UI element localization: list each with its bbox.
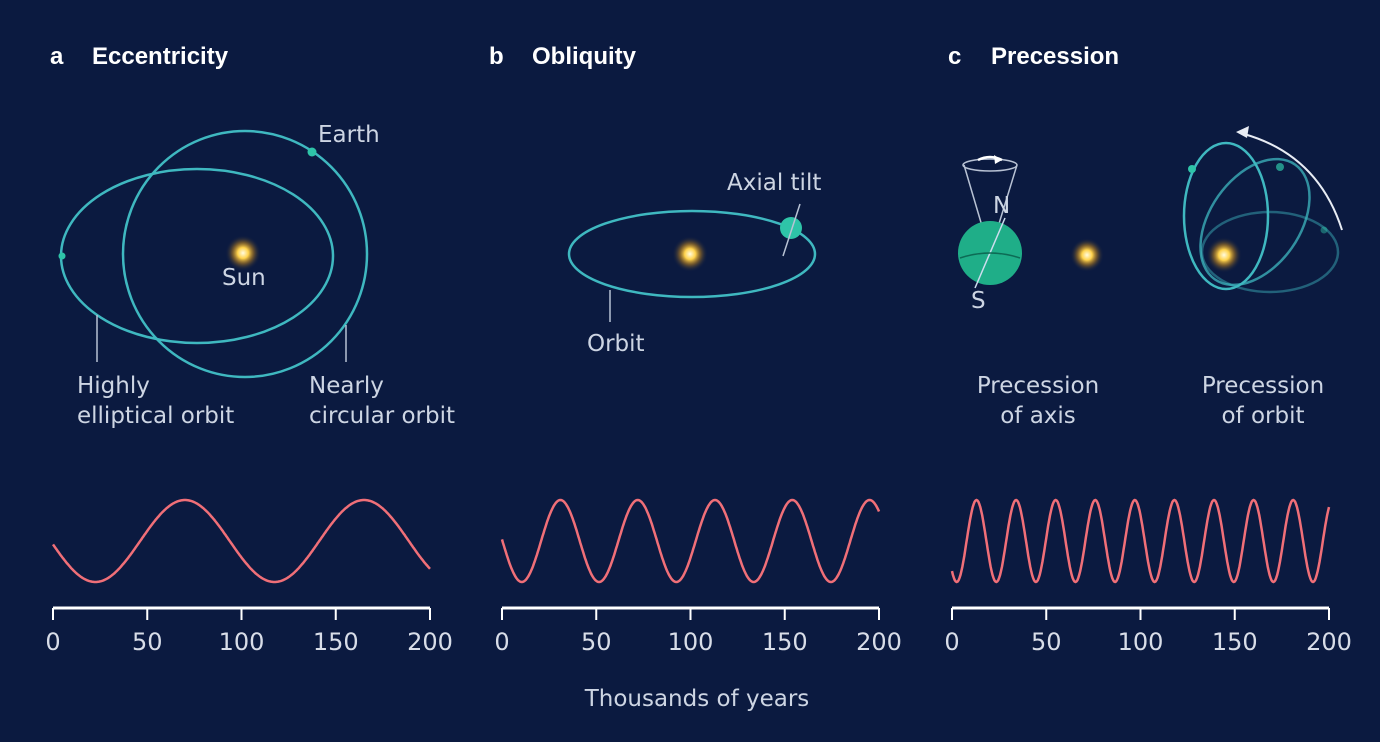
cycle-curve: [51, 498, 431, 584]
x-tick-label: 50: [132, 628, 163, 656]
earth: [307, 147, 317, 157]
label: N: [993, 193, 1010, 219]
caption: elliptical orbit: [77, 403, 234, 429]
orbit: [1200, 210, 1340, 294]
label: S: [971, 288, 986, 314]
x-tick-label: 50: [581, 628, 612, 656]
x-tick-label: 200: [1306, 628, 1352, 656]
earth: [1276, 163, 1284, 171]
panel-title: Eccentricity: [92, 43, 229, 70]
equator: [959, 252, 1021, 259]
cone: [962, 158, 1018, 172]
sun: [1070, 238, 1104, 272]
label: Axial tilt: [727, 170, 821, 196]
caption: of axis: [1000, 403, 1076, 429]
panel-title: Precession: [991, 43, 1119, 70]
label: Sun: [222, 265, 266, 291]
sun: [225, 235, 261, 271]
x-tick-label: 200: [407, 628, 453, 656]
x-tick-label: 150: [313, 628, 359, 656]
x-tick-label: 150: [762, 628, 808, 656]
earth: [1320, 226, 1328, 234]
x-tick-label: 100: [1118, 628, 1164, 656]
precession-arrow: [1243, 133, 1343, 231]
panel-letter: c: [948, 43, 961, 70]
sun: [672, 236, 708, 272]
cycle-curve: [950, 498, 1331, 584]
earth: [780, 217, 802, 239]
earth: [58, 252, 66, 260]
x-tick-label: 0: [45, 628, 60, 656]
x-tick-label: 200: [856, 628, 902, 656]
label: Earth: [318, 122, 380, 148]
caption: Precession: [1202, 373, 1324, 399]
x-tick-label: 100: [668, 628, 714, 656]
caption: of orbit: [1221, 403, 1304, 429]
panel-letter: b: [489, 43, 504, 70]
x-axis-label: Thousands of years: [584, 686, 810, 712]
circular-orbit: [121, 129, 369, 379]
precession-arrow: [1236, 126, 1249, 138]
x-tick-label: 100: [219, 628, 265, 656]
x-tick-label: 50: [1031, 628, 1062, 656]
caption: circular orbit: [309, 403, 455, 429]
x-tick-label: 150: [1212, 628, 1258, 656]
sun: [1206, 237, 1242, 273]
x-tick-label: 0: [944, 628, 959, 656]
rotation-arrow: [994, 155, 1002, 164]
orbit: [567, 209, 817, 299]
panel-letter: a: [50, 43, 64, 70]
x-tick-label: 0: [494, 628, 509, 656]
axis: [782, 203, 801, 257]
earth: [1188, 165, 1196, 173]
caption: Highly: [77, 373, 150, 399]
label: Orbit: [587, 331, 645, 357]
caption: Nearly: [309, 373, 384, 399]
panel-title: Obliquity: [532, 43, 637, 70]
cycle-curve: [500, 498, 881, 584]
orbit: [1199, 157, 1311, 287]
orbit: [1182, 141, 1270, 291]
caption: Precession: [977, 373, 1099, 399]
